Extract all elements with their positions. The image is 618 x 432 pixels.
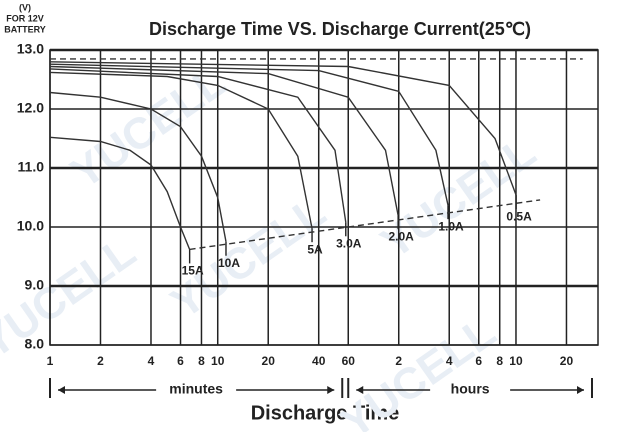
x-tick-label: 4 — [148, 354, 155, 368]
x-tick-label: 2 — [97, 354, 104, 368]
series-label: 10A — [218, 256, 240, 270]
series-label: 2.0A — [388, 229, 414, 243]
x-tick-label: 10 — [211, 354, 225, 368]
series-label: 3.0A — [336, 236, 362, 250]
y-tick-label: 11.0 — [18, 159, 45, 175]
series-line — [49, 61, 517, 196]
y-axis-label: BATTERY — [4, 24, 46, 34]
series-line — [189, 199, 541, 251]
x-tick-label: 6 — [177, 354, 184, 368]
x-tick-label: 60 — [342, 354, 356, 368]
x-tick-label: 40 — [312, 354, 326, 368]
x-tick-label: 4 — [446, 354, 453, 368]
x-axis-label: Discharge Time — [251, 402, 400, 424]
watermark: YUCELL — [0, 227, 144, 368]
span-label: hours — [451, 381, 490, 397]
x-tick-label: 20 — [560, 354, 574, 368]
series-line — [49, 63, 449, 206]
y-tick-label: 13.0 — [17, 41, 44, 57]
arrow-head — [58, 386, 65, 394]
span-label: minutes — [169, 381, 223, 397]
arrow-head — [356, 386, 364, 394]
series-label: 1.0A — [438, 219, 464, 233]
watermark: YUCELL — [62, 57, 234, 198]
series-label: 0.5A — [506, 209, 532, 223]
y-axis-label: FOR 12V — [6, 13, 44, 23]
y-axis-label: (V) — [19, 2, 31, 12]
x-tick-label: 10 — [509, 354, 523, 368]
series-line — [49, 136, 191, 250]
x-tick-label: 1 — [47, 354, 54, 368]
series-line — [49, 68, 347, 223]
series-label: 15A — [182, 264, 204, 278]
y-tick-label: 12.0 — [17, 100, 44, 116]
series-line — [49, 71, 313, 229]
series-line — [49, 91, 227, 242]
series-line — [49, 65, 399, 216]
y-tick-label: 10.0 — [17, 218, 44, 234]
x-tick-label: 2 — [395, 354, 402, 368]
arrow-head — [577, 386, 584, 394]
x-tick-label: 8 — [198, 354, 205, 368]
arrow-head — [327, 386, 335, 394]
series-label: 5A — [307, 242, 323, 256]
x-tick-label: 8 — [496, 354, 503, 368]
x-tick-label: 20 — [262, 354, 276, 368]
chart-title: Discharge Time VS. Discharge Current(25℃… — [149, 19, 531, 39]
y-tick-label: 9.0 — [25, 277, 45, 293]
x-tick-label: 6 — [475, 354, 482, 368]
y-tick-label: 8.0 — [25, 336, 45, 352]
